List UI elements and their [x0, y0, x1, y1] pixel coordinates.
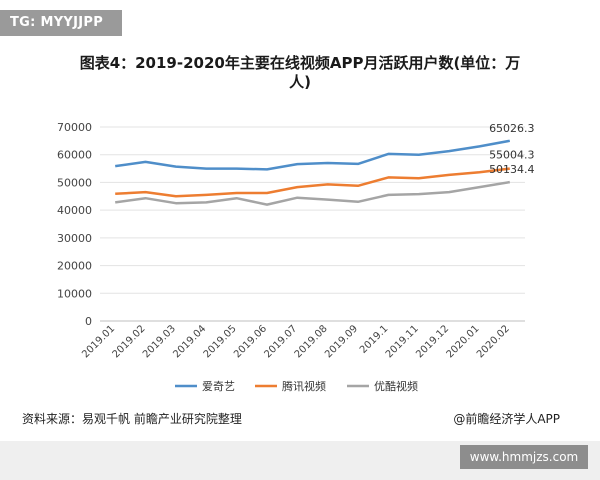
gridlines	[100, 126, 525, 322]
y-tick-label: 70000	[57, 121, 92, 134]
y-tick-label: 50000	[57, 176, 92, 189]
y-tick-label: 40000	[57, 204, 92, 217]
legend-label: 爱奇艺	[202, 380, 235, 393]
series-line-3	[115, 180, 511, 206]
chart-title-line1: 图表4：2019-2020年主要在线视频APP月活跃用户数(单位：万	[80, 54, 521, 72]
legend: 爱奇艺 腾讯视频 优酷视频	[175, 379, 418, 393]
legend-label: 腾讯视频	[282, 379, 326, 393]
x-tick-label: 2019.09	[323, 323, 360, 360]
series-line-2	[115, 167, 510, 198]
y-axis: 0 10000 20000 30000 40000 50000 60000 70000	[57, 121, 92, 328]
credit-note: @前瞻经济学人APP	[453, 412, 560, 426]
y-tick-label: 20000	[57, 260, 92, 273]
line-chart: 图表4：2019-2020年主要在线视频APP月活跃用户数(单位：万 人) 0 1…	[57, 54, 535, 393]
x-axis: 2019.012019.022019.032019.042019.052019.…	[80, 323, 512, 360]
end-value-label: 50134.4	[489, 163, 535, 176]
source-note: 资料来源：易观千帆 前瞻产业研究院整理	[22, 412, 242, 426]
y-tick-label: 30000	[57, 232, 92, 245]
series-lines	[115, 139, 511, 206]
y-tick-label: 10000	[57, 287, 92, 300]
channel-tag: TG: MYYJJPP	[0, 10, 122, 36]
site-url-badge: www.hmmjzs.com	[460, 445, 588, 469]
y-tick-label: 60000	[57, 149, 92, 162]
legend-label: 优酷视频	[374, 379, 418, 393]
series-line-1	[115, 139, 511, 171]
end-value-label: 65026.3	[489, 122, 535, 135]
end-value-label: 55004.3	[489, 149, 535, 162]
x-tick-label: 2020.02	[475, 323, 512, 360]
chart-title-line2: 人)	[289, 73, 311, 91]
y-tick-label: 0	[85, 315, 92, 328]
